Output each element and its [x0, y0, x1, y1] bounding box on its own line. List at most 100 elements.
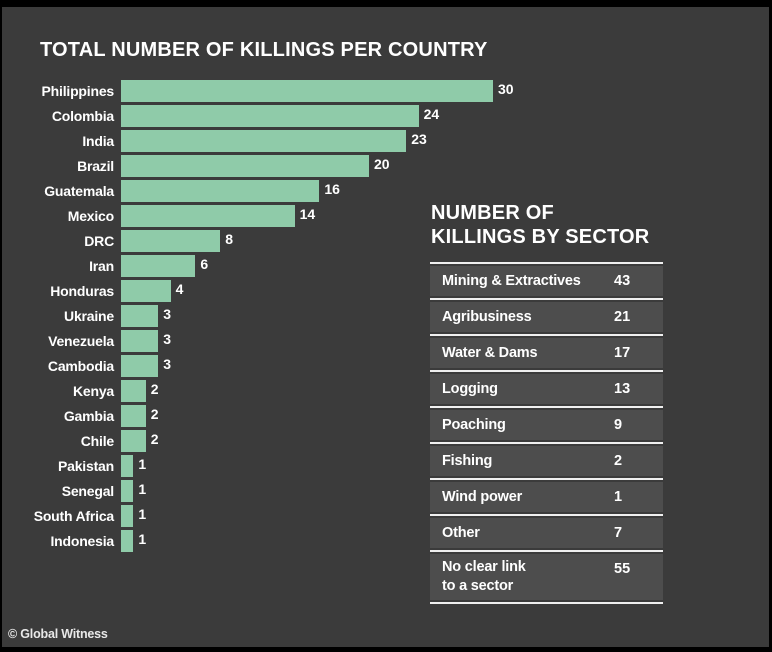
sector-value: 21 — [614, 309, 631, 325]
country-label: Colombia — [51, 108, 114, 124]
bar-value: 3 — [163, 331, 171, 347]
country-label: Venezuela — [48, 333, 114, 349]
bar-row: South Africa 1 — [2, 505, 522, 530]
sector-label: Mining & Extractives — [442, 272, 581, 289]
bar-row: Mexico 14 — [2, 205, 522, 230]
country-label: Cambodia — [47, 358, 114, 374]
bar-value: 16 — [324, 181, 340, 197]
country-label: India — [82, 133, 114, 149]
sector-value: 7 — [614, 525, 623, 541]
table-separator — [430, 550, 663, 552]
table-separator — [430, 514, 663, 516]
sector-label: Poaching — [442, 416, 506, 433]
country-label: South Africa — [33, 508, 115, 524]
sector-row: Agribusiness 21 — [430, 302, 663, 332]
bar-value: 1 — [138, 481, 147, 497]
sector-row: Fishing 2 — [430, 446, 663, 476]
sector-value: 9 — [614, 417, 623, 433]
bar — [121, 505, 134, 527]
bar-value: 2 — [150, 431, 159, 447]
country-label: Philippines — [41, 83, 115, 99]
sector-value: 17 — [614, 345, 631, 361]
bar-value: 2 — [150, 381, 159, 397]
bar-row: DRC 8 — [2, 230, 522, 255]
sector-label: Other — [442, 524, 480, 541]
bar-row: Chile 2 — [2, 430, 522, 455]
table-separator — [430, 370, 663, 372]
country-label: Brazil — [77, 158, 114, 174]
country-label: Indonesia — [50, 533, 114, 549]
bar — [121, 455, 134, 477]
sector-value: 13 — [614, 381, 631, 397]
bar — [121, 280, 171, 302]
country-label: Senegal — [61, 483, 114, 499]
sector-table-title: NUMBER OF KILLINGS BY SECTOR — [431, 202, 650, 248]
bar — [121, 430, 146, 452]
bar — [121, 205, 295, 227]
sector-value: 55 — [614, 561, 631, 577]
table-separator — [430, 442, 663, 444]
bar-value: 3 — [163, 356, 171, 372]
bar-value: 1 — [138, 531, 147, 547]
bar — [121, 530, 134, 552]
copyright-credit: © Global Witness — [8, 627, 108, 641]
table-separator — [430, 602, 663, 604]
bar — [121, 155, 369, 177]
sector-row: No clear link to a sector 55 — [430, 554, 663, 600]
country-label: Iran — [89, 258, 114, 274]
bar — [121, 355, 159, 377]
bar-value: 14 — [299, 206, 316, 222]
sector-row: Logging 13 — [430, 374, 663, 404]
table-separator — [430, 334, 663, 336]
bar-row: Brazil 20 — [2, 155, 522, 180]
country-label: Honduras — [50, 283, 114, 299]
bar-row: Colombia 24 — [2, 105, 522, 130]
sector-value: 1 — [614, 489, 623, 505]
bar-value: 23 — [411, 131, 427, 147]
bar — [121, 255, 196, 277]
bar-chart-title: TOTAL NUMBER OF KILLINGS PER COUNTRY — [40, 39, 488, 61]
bar-row: Gambia 2 — [2, 405, 522, 430]
country-label: Gambia — [63, 408, 114, 424]
bar-value: 2 — [150, 406, 159, 422]
bar-value: 24 — [423, 106, 440, 122]
bar-value: 3 — [163, 306, 171, 322]
sector-label: Logging — [442, 380, 498, 397]
bar-row: Senegal 1 — [2, 480, 522, 505]
bar — [121, 330, 159, 352]
bar — [121, 480, 134, 502]
sector-table: Mining & Extractives 43 Agribusiness 21 Wate… — [430, 260, 663, 606]
bar-value: 30 — [498, 81, 514, 97]
bar — [121, 180, 320, 202]
bar-row: Ukraine 3 — [2, 305, 522, 330]
bar-row: Guatemala 16 — [2, 180, 522, 205]
sector-value: 43 — [614, 273, 631, 289]
country-label: Mexico — [67, 208, 114, 224]
table-separator — [430, 406, 663, 408]
bar-row: Kenya 2 — [2, 380, 522, 405]
bar — [121, 405, 146, 427]
bar — [121, 130, 407, 152]
country-label: Chile — [80, 433, 114, 449]
country-label: Pakistan — [58, 458, 114, 474]
bar-value: 4 — [175, 281, 184, 297]
sector-row: Water & Dams 17 — [430, 338, 663, 368]
bar-chart: Philippines 30 Colombia 24 India 23 Brazil 20 Gu… — [2, 80, 522, 555]
sector-row: Other 7 — [430, 518, 663, 548]
bar — [121, 230, 221, 252]
bar — [121, 80, 493, 102]
table-separator — [430, 298, 663, 300]
bar-value: 20 — [374, 156, 390, 172]
sector-value: 2 — [614, 453, 623, 469]
sector-label: Fishing — [442, 452, 493, 469]
sector-row: Wind power 1 — [430, 482, 663, 512]
table-separator — [430, 262, 663, 264]
bar-value: 8 — [225, 231, 233, 247]
country-label: Ukraine — [64, 308, 114, 324]
bar-row: Indonesia 1 — [2, 530, 522, 555]
country-label: Guatemala — [44, 183, 114, 199]
table-separator — [430, 478, 663, 480]
bar-row: Philippines 30 — [2, 80, 522, 105]
sector-row: Mining & Extractives 43 — [430, 266, 663, 296]
